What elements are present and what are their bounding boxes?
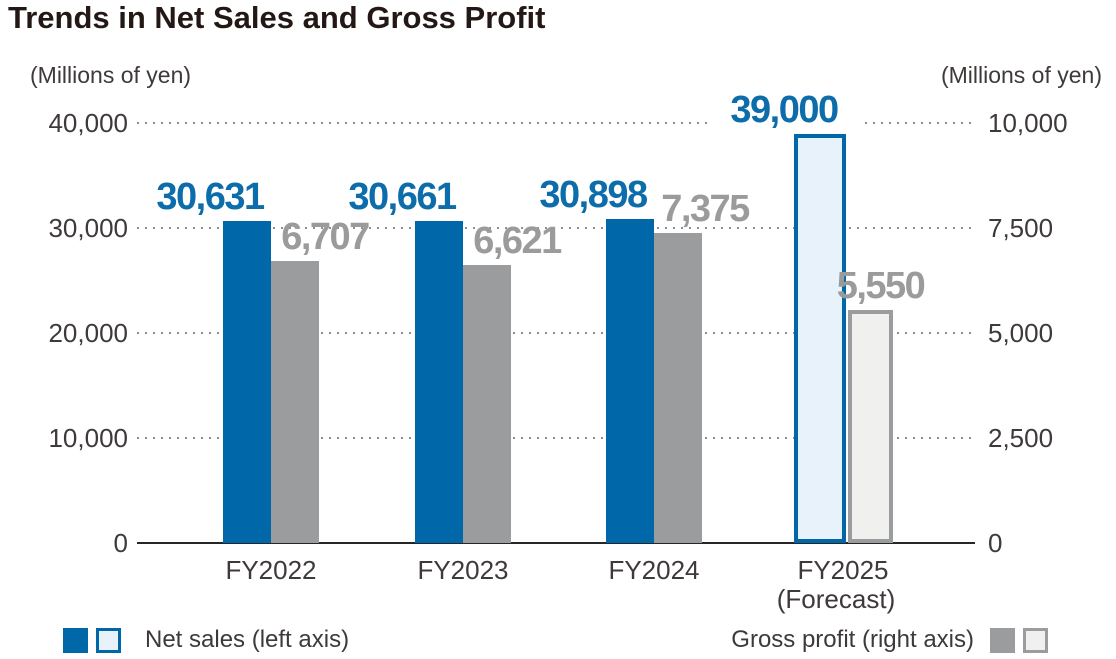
legend-gross-profit: Gross profit (right axis) [731, 626, 1048, 654]
net-sales-bar-fy2025 [794, 133, 846, 543]
right-axis-tick-5000: 5,000 [988, 318, 1054, 348]
net-sales-actual-swatch [63, 627, 88, 653]
x-axis-label-fy2024: FY2024 [608, 555, 700, 585]
net-sales-value-fy2024: 30,898 [539, 173, 648, 216]
left-axis-unit: (Millions of yen) [30, 62, 192, 88]
net-sales-value-fy2022: 30,631 [156, 176, 265, 219]
left-axis-tick-10000: 10,000 [48, 423, 128, 453]
net-sales-forecast-swatch [96, 627, 121, 653]
gridline-20000 [137, 332, 975, 334]
legend-net-sales-label: Net sales (left axis) [145, 626, 350, 653]
x-axis-line [137, 542, 975, 544]
x-axis-label-fy2023: FY2023 [417, 555, 509, 585]
x-axis-label-fy2022: FY2022 [225, 555, 317, 585]
net-sales-bar-fy2023 [415, 221, 463, 543]
gross-profit-value-fy2025: 5,550 [836, 264, 926, 307]
right-axis-tick-2500: 2,500 [988, 423, 1054, 453]
legend-gross-profit-label: Gross profit (right axis) [731, 626, 974, 653]
net-sales-value-fy2023: 30,661 [348, 176, 457, 219]
gross-profit-forecast-swatch [1023, 627, 1048, 653]
gross-profit-bar-fy2023 [463, 264, 511, 543]
left-axis-tick-30000: 30,000 [48, 213, 128, 243]
gross-profit-value-fy2022: 6,707 [281, 216, 370, 259]
left-axis-tick-0: 0 [113, 528, 128, 558]
right-axis-unit: (Millions of yen) [940, 62, 1102, 88]
left-axis-tick-20000: 20,000 [48, 318, 128, 348]
gross-profit-value-fy2023: 6,621 [473, 219, 562, 262]
right-axis-tick-0: 0 [988, 528, 1003, 558]
gross-profit-actual-swatch [990, 627, 1015, 653]
left-axis-tick-40000: 40,000 [48, 108, 128, 138]
x-axis-label-fy2025: FY2025 [797, 555, 889, 585]
net-sales-bar-fy2022 [223, 221, 271, 543]
gridline-10000 [137, 437, 975, 439]
net-sales-bar-fy2024 [606, 218, 654, 543]
chart-title: Trends in Net Sales and Gross Profit [8, 0, 546, 35]
right-axis-tick-7500: 7,500 [988, 213, 1054, 243]
right-axis-tick-10000: 10,000 [988, 108, 1068, 138]
net-sales-value-fy2025: 39,000 [709, 89, 859, 130]
gross-profit-bar-fy2024 [654, 233, 702, 543]
gross-profit-value-fy2024: 7,375 [661, 188, 750, 231]
gross-profit-bar-fy2025 [848, 309, 893, 543]
gridline-30000 [137, 227, 975, 229]
gross-profit-bar-fy2022 [271, 261, 319, 543]
legend-net-sales: Net sales (left axis) [63, 626, 349, 654]
gridline-40000 [137, 122, 975, 124]
x-axis-sublabel-fy2025: (Forecast) [776, 584, 896, 614]
